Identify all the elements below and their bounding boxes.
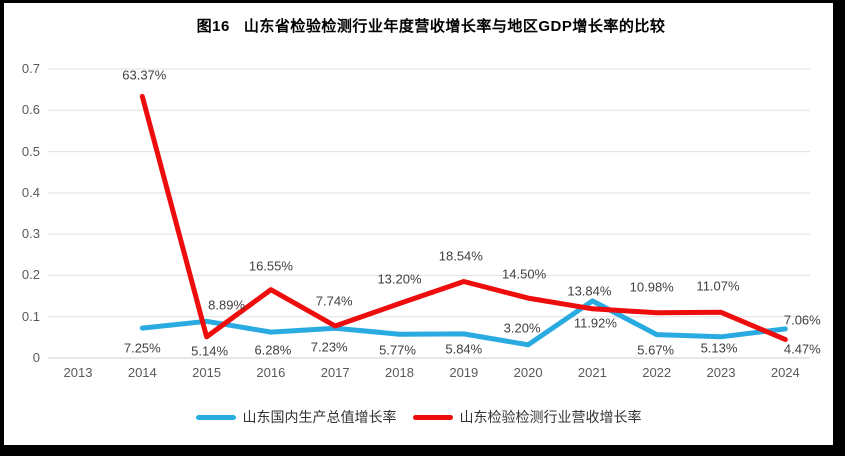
data-label-2018-series1: 13.20% [377, 271, 422, 286]
data-label-2021-series1: 11.92% [573, 315, 617, 331]
data-label-2020-series0: 3.20% [503, 320, 541, 336]
data-label-2024-series0: 7.06% [783, 312, 821, 328]
series-line-1 [139, 93, 788, 342]
data-label-2020-series1: 14.50% [502, 266, 547, 282]
data-label-2015-series1: 5.14% [191, 343, 229, 359]
chart-title: 图16 山东省检验检测行业年度营收增长率与地区GDP增长率的比较 [196, 18, 666, 35]
y-axis-tick-label: 0.2 [21, 267, 40, 283]
x-axis-tick-label: 2022 [642, 365, 672, 380]
legend-item-gdp: 山东国内生产总值增长率 [195, 407, 397, 427]
data-label-2021-series0: 13.84% [567, 283, 612, 299]
y-axis-tick-label: 0.7 [21, 61, 40, 76]
y-axis-tick-label: 0 [32, 350, 40, 365]
x-axis-tick-label: 2024 [770, 365, 800, 380]
x-axis-tick-label: 2017 [320, 365, 350, 380]
y-axis-tick-label: 0.5 [21, 143, 40, 159]
data-label-2014-series1: 63.37% [122, 67, 167, 83]
data-label-2015-series0: 8.89% [208, 297, 246, 313]
data-label-2016-series1: 16.55% [248, 258, 293, 274]
x-axis-tick-label: 2021 [577, 365, 607, 380]
y-axis-tick-label: 0.6 [21, 102, 40, 118]
legend-line-swatch-gdp-icon [195, 414, 236, 420]
data-label-2019-series0: 5.84% [445, 341, 483, 357]
plot-area [48, 68, 810, 359]
x-axis-tick-label: 2016 [256, 365, 286, 380]
legend-label-gdp: 山东国内生产总值增长率 [242, 409, 397, 425]
series-line-0 [139, 298, 788, 348]
legend-label-revenue: 山东检验检测行业营收增长率 [459, 409, 642, 425]
legend-item-revenue: 山东检验检测行业营收增长率 [412, 407, 642, 427]
data-label-2019-series1: 18.54% [438, 248, 483, 264]
y-axis-tick-label: 0.3 [21, 226, 40, 242]
data-label-2016-series0: 6.28% [254, 342, 292, 358]
x-axis-tick-label: 2018 [385, 365, 414, 380]
legend: 山东国内生产总值增长率 山东检验检测行业营收增长率 [4, 407, 833, 427]
legend-line-swatch-revenue-icon [412, 414, 453, 420]
data-label-2014-series0: 7.25% [123, 340, 161, 356]
data-label-2023-series0: 5.13% [700, 340, 738, 356]
x-axis-tick-label: 2013 [63, 365, 93, 380]
data-label-2017-series1: 7.74% [315, 293, 353, 309]
x-axis-tick-label: 2020 [513, 365, 543, 380]
x-axis-tick-label: 2015 [192, 365, 222, 380]
data-label-2023-series1: 11.07% [696, 278, 740, 294]
x-axis-tick-label: 2019 [449, 365, 479, 380]
data-label-2024-series1: 4.47% [783, 341, 821, 357]
data-label-2018-series0: 5.77% [379, 342, 416, 358]
data-label-2022-series0: 5.67% [637, 342, 675, 358]
data-label-2017-series0: 7.23% [310, 339, 348, 355]
x-axis-tick-label: 2023 [706, 365, 736, 380]
y-axis-tick-label: 0.4 [21, 184, 40, 200]
chart-stage: 图16 山东省检验检测行业年度营收增长率与地区GDP增长率的比较 山东国内生产总… [4, 3, 833, 445]
data-label-2022-series1: 10.98% [629, 279, 674, 295]
x-axis-tick-label: 2014 [127, 365, 157, 380]
y-axis-tick-label: 0.1 [21, 308, 40, 324]
